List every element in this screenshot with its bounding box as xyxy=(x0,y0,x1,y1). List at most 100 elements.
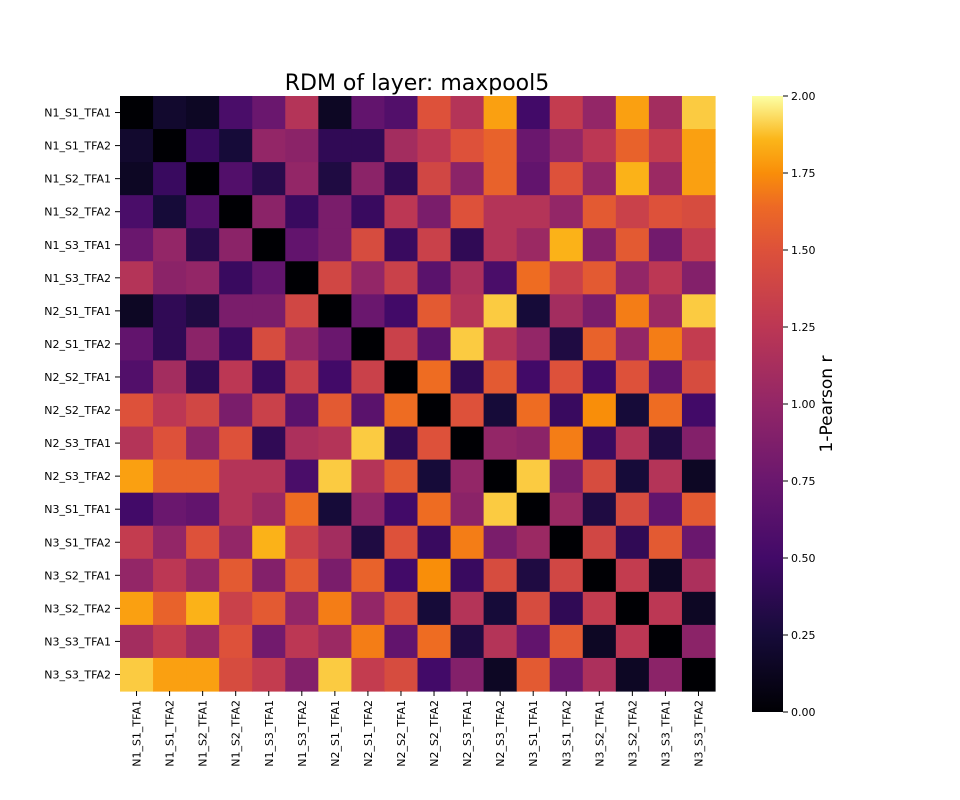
x-tick-label: N3_S3_TFA2 xyxy=(692,700,705,767)
heatmap-cell-2-9 xyxy=(417,162,452,196)
heatmap-cell-0-5 xyxy=(285,96,319,130)
x-tick-labels: N1_S1_TFA1 N1_S1_TFA2 N1_S2_TFA1 N1_S2_TFA2… xyxy=(131,691,705,767)
heatmap-cell-1-4 xyxy=(252,129,286,163)
x-tick-label: N1_S2_TFA1 xyxy=(197,700,210,767)
heatmap-cell-4-2 xyxy=(186,228,220,262)
y-tick-label: N2_S2_TFA2 xyxy=(44,404,111,417)
heatmap-cell-8-9 xyxy=(417,360,452,395)
heatmap-cell-7-0 xyxy=(120,327,154,362)
heatmap-cell-12-14 xyxy=(582,492,617,527)
heatmap-cell-8-2 xyxy=(186,360,220,395)
heatmap-cell-14-17 xyxy=(681,558,716,593)
heatmap-cell-11-12 xyxy=(516,459,551,494)
heatmap-cell-16-8 xyxy=(384,624,419,659)
heatmap-cell-12-15 xyxy=(615,492,650,527)
heatmap-cell-13-2 xyxy=(186,525,220,560)
x-tick-label: N2_S3_TFA1 xyxy=(461,700,474,767)
heatmap-cell-12-2 xyxy=(186,492,220,527)
chart-title: RDM of layer: maxpool5 xyxy=(285,71,550,96)
heatmap-cell-3-15 xyxy=(615,195,650,229)
heatmap-cell-2-0 xyxy=(120,162,154,196)
heatmap-cell-15-1 xyxy=(153,591,187,626)
heatmap-cell-17-15 xyxy=(615,657,650,692)
heatmap-cell-7-1 xyxy=(153,327,187,362)
heatmap-cell-6-9 xyxy=(417,294,452,328)
heatmap-cell-13-15 xyxy=(615,525,650,560)
heatmap-cell-6-10 xyxy=(450,294,485,328)
heatmap-cell-16-7 xyxy=(351,624,386,659)
heatmap-cell-16-16 xyxy=(648,624,683,659)
heatmap-cell-1-17 xyxy=(681,129,716,163)
heatmap-cell-0-3 xyxy=(219,96,253,130)
heatmap-cell-13-10 xyxy=(450,525,485,560)
heatmap-cell-5-7 xyxy=(351,261,386,295)
heatmap-cell-11-15 xyxy=(615,459,650,494)
heatmap-cell-17-9 xyxy=(417,657,452,692)
heatmap-cell-4-13 xyxy=(549,228,584,262)
heatmap-cell-11-1 xyxy=(153,459,187,494)
heatmap-cell-7-2 xyxy=(186,327,220,362)
heatmap-cell-11-4 xyxy=(252,459,286,494)
heatmap-cell-8-5 xyxy=(285,360,319,395)
heatmap-cell-11-7 xyxy=(351,459,386,494)
heatmap-cell-7-10 xyxy=(450,327,485,362)
heatmap-cell-13-14 xyxy=(582,525,617,560)
heatmap-cell-13-0 xyxy=(120,525,154,560)
colorbar xyxy=(752,96,783,712)
y-tick-label: N2_S1_TFA1 xyxy=(44,305,111,318)
heatmap-cell-0-1 xyxy=(153,96,187,130)
heatmap-cell-4-9 xyxy=(417,228,452,262)
heatmap-cell-14-7 xyxy=(351,558,386,593)
heatmap-cell-10-13 xyxy=(549,426,584,461)
heatmap-cell-0-0 xyxy=(120,96,154,130)
heatmap-cell-3-4 xyxy=(252,195,286,229)
heatmap-cell-11-5 xyxy=(285,459,319,494)
heatmap-cell-5-3 xyxy=(219,261,253,295)
heatmap-cell-0-12 xyxy=(516,96,551,130)
colorbar-tick-label: 1.25 xyxy=(791,321,816,334)
heatmap-cell-9-11 xyxy=(483,393,518,428)
colorbar-label: 1-Pearson r xyxy=(817,356,837,453)
heatmap-cell-1-0 xyxy=(120,129,154,163)
heatmap-cell-2-13 xyxy=(549,162,584,196)
heatmap-cell-17-7 xyxy=(351,657,386,692)
heatmap-cell-12-0 xyxy=(120,492,154,527)
heatmap-cell-7-11 xyxy=(483,327,518,362)
heatmap-cell-8-7 xyxy=(351,360,386,395)
heatmap-cell-17-0 xyxy=(120,657,154,692)
heatmap-cell-2-15 xyxy=(615,162,650,196)
heatmap-cell-2-3 xyxy=(219,162,253,196)
heatmap-cell-17-13 xyxy=(549,657,584,692)
heatmap-cell-15-7 xyxy=(351,591,386,626)
x-tick-label: N1_S1_TFA2 xyxy=(164,700,177,767)
heatmap-cell-0-16 xyxy=(648,96,683,130)
heatmap-cell-16-3 xyxy=(219,624,253,659)
heatmap-cell-14-8 xyxy=(384,558,419,593)
heatmap-cell-3-8 xyxy=(384,195,419,229)
heatmap-cell-6-13 xyxy=(549,294,584,328)
x-tick-label: N1_S1_TFA1 xyxy=(131,700,144,767)
heatmap-cell-3-17 xyxy=(681,195,716,229)
heatmap-cell-12-16 xyxy=(648,492,683,527)
heatmap-cell-0-2 xyxy=(186,96,220,130)
heatmap-cell-17-6 xyxy=(318,657,352,692)
heatmap-cell-13-7 xyxy=(351,525,386,560)
heatmap-cell-8-13 xyxy=(549,360,584,395)
heatmap-cell-5-2 xyxy=(186,261,220,295)
heatmap-cell-2-8 xyxy=(384,162,419,196)
heatmap-cell-2-11 xyxy=(483,162,518,196)
heatmap-cell-1-8 xyxy=(384,129,419,163)
heatmap-cell-17-12 xyxy=(516,657,551,692)
heatmap-cell-14-16 xyxy=(648,558,683,593)
heatmap-cell-14-4 xyxy=(252,558,286,593)
heatmap-cell-2-4 xyxy=(252,162,286,196)
heatmap-cell-3-3 xyxy=(219,195,253,229)
heatmap-cell-16-12 xyxy=(516,624,551,659)
heatmap-cell-16-2 xyxy=(186,624,220,659)
heatmap-cell-3-5 xyxy=(285,195,319,229)
heatmap-cell-14-1 xyxy=(153,558,187,593)
heatmap-cell-11-14 xyxy=(582,459,617,494)
heatmap-cell-2-14 xyxy=(582,162,617,196)
heatmap-cell-8-1 xyxy=(153,360,187,395)
